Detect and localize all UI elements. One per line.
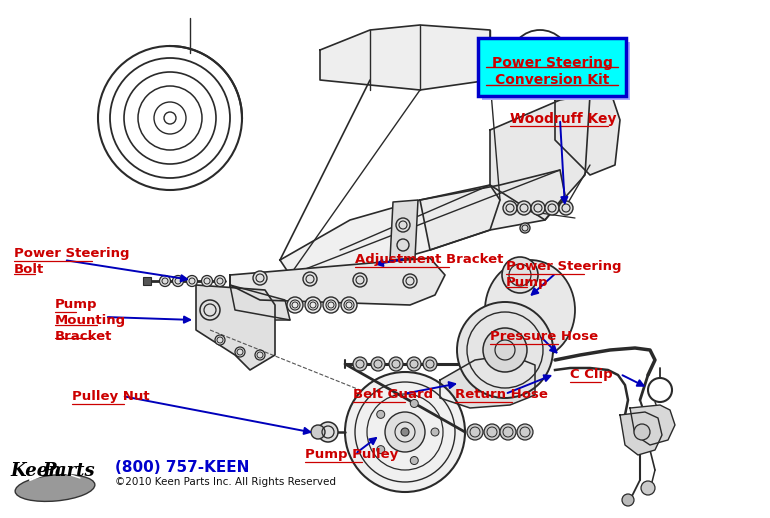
Polygon shape	[230, 285, 290, 320]
Polygon shape	[555, 90, 620, 175]
Circle shape	[318, 422, 338, 442]
Circle shape	[634, 424, 650, 440]
Circle shape	[202, 276, 213, 286]
Polygon shape	[196, 285, 275, 370]
Ellipse shape	[15, 474, 95, 501]
Circle shape	[410, 456, 418, 465]
Polygon shape	[280, 185, 500, 275]
Polygon shape	[320, 25, 490, 90]
Circle shape	[517, 424, 533, 440]
Polygon shape	[630, 405, 675, 445]
Circle shape	[159, 276, 170, 286]
Polygon shape	[390, 200, 418, 260]
Circle shape	[323, 297, 339, 313]
Circle shape	[345, 372, 465, 492]
Circle shape	[457, 302, 553, 398]
Text: Belt Guard: Belt Guard	[353, 388, 433, 401]
Circle shape	[500, 424, 516, 440]
Circle shape	[545, 201, 559, 215]
Circle shape	[172, 276, 183, 286]
Circle shape	[641, 481, 655, 495]
Text: Pressure Hose: Pressure Hose	[490, 330, 598, 343]
Circle shape	[502, 257, 538, 293]
Circle shape	[311, 425, 325, 439]
Bar	[143, 277, 151, 285]
Text: Pump Pulley: Pump Pulley	[305, 448, 398, 461]
Circle shape	[235, 347, 245, 357]
Circle shape	[403, 274, 417, 288]
Text: Pulley Nut: Pulley Nut	[72, 390, 149, 403]
Circle shape	[423, 357, 437, 371]
Polygon shape	[620, 412, 662, 455]
Circle shape	[483, 328, 527, 372]
Circle shape	[517, 201, 531, 215]
Text: Adjustment Bracket: Adjustment Bracket	[355, 253, 504, 266]
Circle shape	[371, 357, 385, 371]
Circle shape	[410, 399, 418, 408]
Text: Keen: Keen	[10, 462, 62, 480]
Circle shape	[431, 428, 439, 436]
Text: Power Steering: Power Steering	[491, 56, 612, 70]
Text: (800) 757-KEEN: (800) 757-KEEN	[115, 460, 249, 475]
Circle shape	[484, 424, 500, 440]
Text: Power Steering 
Pump: Power Steering Pump	[506, 260, 626, 289]
FancyBboxPatch shape	[478, 38, 626, 96]
Circle shape	[503, 201, 517, 215]
Polygon shape	[440, 355, 535, 408]
Circle shape	[385, 412, 425, 452]
Text: Woodruff Key: Woodruff Key	[510, 112, 617, 126]
Circle shape	[401, 428, 409, 436]
Circle shape	[467, 424, 483, 440]
Circle shape	[341, 297, 357, 313]
Polygon shape	[420, 170, 565, 250]
Circle shape	[396, 218, 410, 232]
Circle shape	[186, 276, 197, 286]
Text: Pump
Mounting
Bracket: Pump Mounting Bracket	[55, 298, 126, 343]
Circle shape	[200, 300, 220, 320]
FancyBboxPatch shape	[482, 42, 630, 100]
Text: Power Steering 
Bolt: Power Steering Bolt	[14, 247, 134, 276]
Text: C Clip: C Clip	[570, 368, 613, 381]
Circle shape	[305, 297, 321, 313]
Circle shape	[520, 223, 530, 233]
Circle shape	[559, 201, 573, 215]
Circle shape	[215, 335, 225, 345]
Circle shape	[287, 297, 303, 313]
Text: Conversion Kit: Conversion Kit	[495, 73, 609, 87]
Circle shape	[531, 201, 545, 215]
Circle shape	[253, 271, 267, 285]
Circle shape	[377, 410, 385, 419]
Circle shape	[353, 357, 367, 371]
Circle shape	[397, 239, 409, 251]
Circle shape	[622, 494, 634, 506]
Text: ©2010 Keen Parts Inc. All Rights Reserved: ©2010 Keen Parts Inc. All Rights Reserve…	[115, 477, 336, 487]
Circle shape	[215, 276, 226, 286]
Circle shape	[255, 350, 265, 360]
Circle shape	[377, 445, 385, 454]
Polygon shape	[230, 258, 445, 305]
Circle shape	[407, 357, 421, 371]
Circle shape	[389, 357, 403, 371]
Ellipse shape	[485, 260, 575, 360]
Circle shape	[353, 273, 367, 287]
Circle shape	[303, 272, 317, 286]
Text: Parts: Parts	[42, 462, 95, 480]
Polygon shape	[490, 95, 590, 220]
Text: Return Hose: Return Hose	[455, 388, 548, 401]
